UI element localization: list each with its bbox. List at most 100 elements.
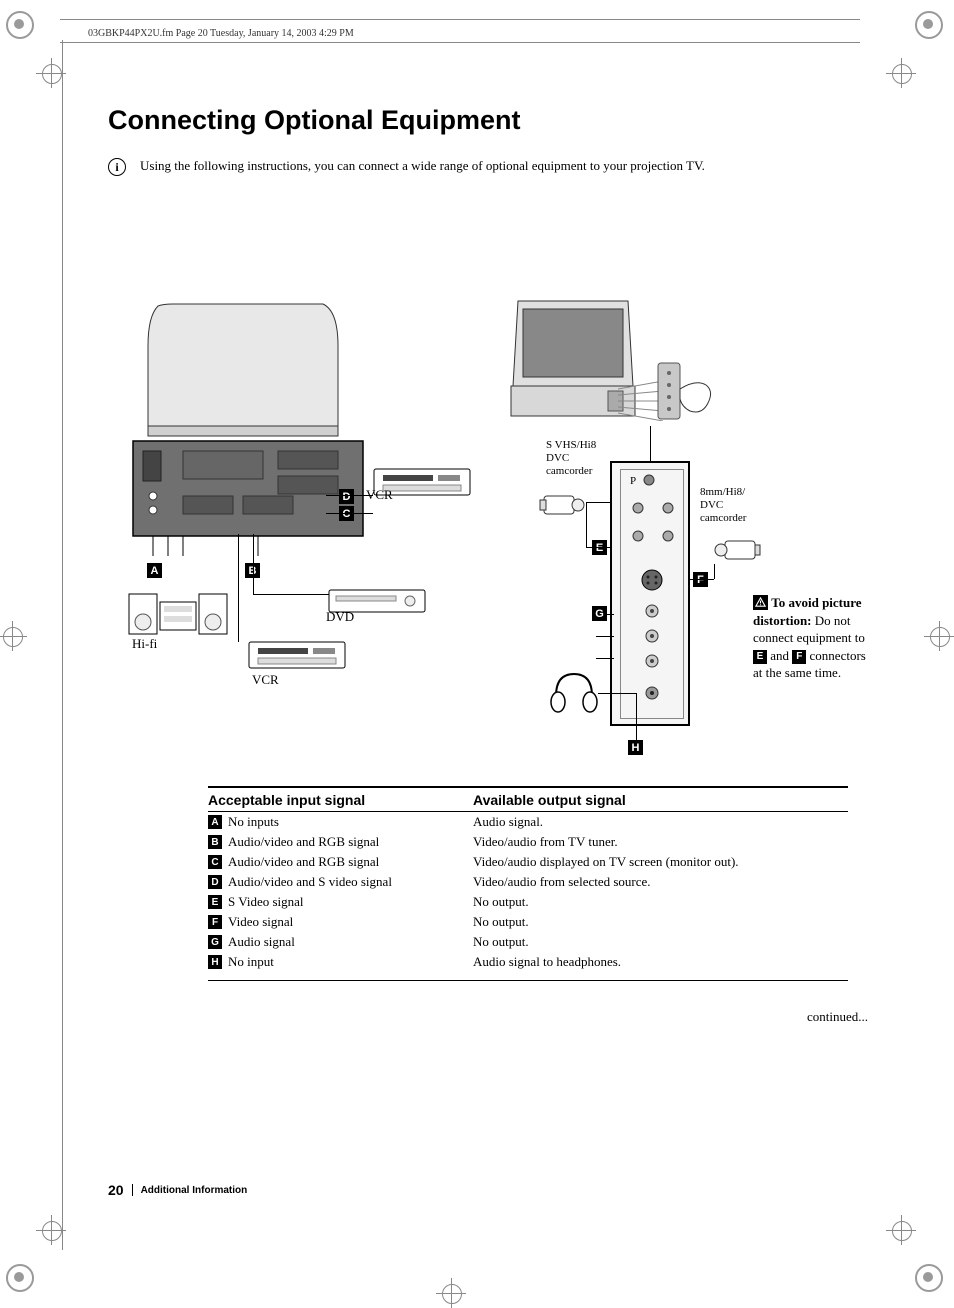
connector-line [606,614,614,615]
warning-box: To avoid picture distortion: Do not conn… [753,594,868,682]
marker-G: G [592,606,607,621]
connector-line [326,495,373,496]
connector-line [253,534,254,594]
row-letter: E [208,895,222,909]
info-icon: i [108,158,126,176]
crop-corner-tr [914,10,944,40]
connector-line [238,534,239,642]
intro-row: i Using the following instructions, you … [108,158,868,176]
footer-section: Additional Information [141,1185,248,1196]
crop-corner-bl [5,1263,35,1293]
inline-F: F [792,650,806,664]
page-footer: 20 Additional Information [108,1182,247,1198]
connector-line [586,502,587,547]
row-output: Video/audio from selected source. [473,874,848,890]
col1-header: Acceptable input signal [208,792,473,808]
crop-corner-br [914,1263,944,1293]
row-output: No output. [473,894,848,910]
row-output: No output. [473,914,848,930]
row-output: Audio signal. [473,814,848,830]
hairline [60,42,860,43]
table-row: E S Video signal No output. [208,892,848,912]
connector-line [586,547,612,548]
signal-table: Acceptable input signal Available output… [208,786,848,981]
connector-line [596,636,614,637]
row-input: Audio/video and S video signal [228,874,392,890]
col2-header: Available output signal [473,792,848,808]
warning-text-2: and [767,648,792,663]
row-letter: C [208,855,222,869]
connector-line [690,579,714,580]
page-number: 20 [108,1182,124,1198]
row-output: Video/audio displayed on TV screen (moni… [473,854,848,870]
connector-line [596,658,614,659]
connector-line [636,693,637,741]
table-row: H No input Audio signal to headphones. [208,952,848,972]
table-row: F Video signal No output. [208,912,848,932]
camcorder-left [538,486,588,521]
continued-text: continued... [108,1009,868,1025]
row-letter: B [208,835,222,849]
row-output: No output. [473,934,848,950]
vcr-bottom-sketch [248,634,348,674]
crop-corner-tl [5,10,35,40]
reg-mark [40,62,64,86]
reg-mark [928,625,952,649]
table-row: B Audio/video and RGB signal Video/audio f… [208,832,848,852]
label-hifi: Hi-fi [132,636,157,652]
tv-rear-sketch [128,296,368,556]
footer-divider [132,1184,133,1196]
connector-line [586,502,612,503]
row-letter: G [208,935,222,949]
hairline [62,40,63,1250]
marker-H: H [628,740,643,755]
page-content: Connecting Optional Equipment i Using th… [108,105,868,1025]
reg-mark [890,1219,914,1243]
row-input: Audio signal [228,934,295,950]
inline-E: E [753,650,767,664]
row-input: Audio/video and RGB signal [228,854,379,870]
headphones-sketch [546,666,601,721]
row-input: No input [228,954,274,970]
label-vcr2: VCR [252,672,279,688]
reg-mark [1,625,25,649]
panel-p-label: P [630,475,636,487]
marker-D: D [339,489,354,504]
warning-icon [753,595,768,610]
table-row: ANo inputsAudio signal. [208,812,848,832]
row-letter: D [208,875,222,889]
connection-diagram: A B C D VCR DVD VCR H [108,196,868,776]
connector-line [253,594,329,595]
label-dvd: DVD [326,609,354,625]
table-header: Acceptable input signal Available output… [208,788,848,812]
side-panel: P [610,461,690,726]
row-letter: F [208,915,222,929]
hand-sketch [656,361,716,426]
intro-text: Using the following instructions, you ca… [140,158,705,174]
table-row: D Audio/video and S video signal Video/aud… [208,872,848,892]
row-input: S Video signal [228,894,304,910]
marker-A: A [147,563,162,578]
caption-8mm: 8mm/Hi8/ DVC camcorder [700,486,746,526]
connector-line [326,513,373,514]
reg-mark [890,62,914,86]
table-row: G Audio signal No output. [208,932,848,952]
table-row: C Audio/video and RGB signal Video/audio d… [208,852,848,872]
row-output: Audio signal to headphones. [473,954,848,970]
connector-line [598,693,636,694]
reg-mark [40,1219,64,1243]
caption-svhs: S VHS/Hi8 DVC camcorder [546,439,596,479]
row-input: No inputs [228,814,279,830]
hairline [60,19,860,20]
connector-line [714,564,715,579]
row-input: Audio/video and RGB signal [228,834,379,850]
row-letter: H [208,955,222,969]
reg-mark [440,1282,464,1306]
row-input: Video signal [228,914,293,930]
header-filename: 03GBKP44PX2U.fm Page 20 Tuesday, January… [88,28,354,39]
page-title: Connecting Optional Equipment [108,105,868,136]
camcorder-right [713,531,763,566]
row-output: Video/audio from TV tuner. [473,834,848,850]
hifi-sketch [128,584,228,639]
connector-line [650,426,651,462]
